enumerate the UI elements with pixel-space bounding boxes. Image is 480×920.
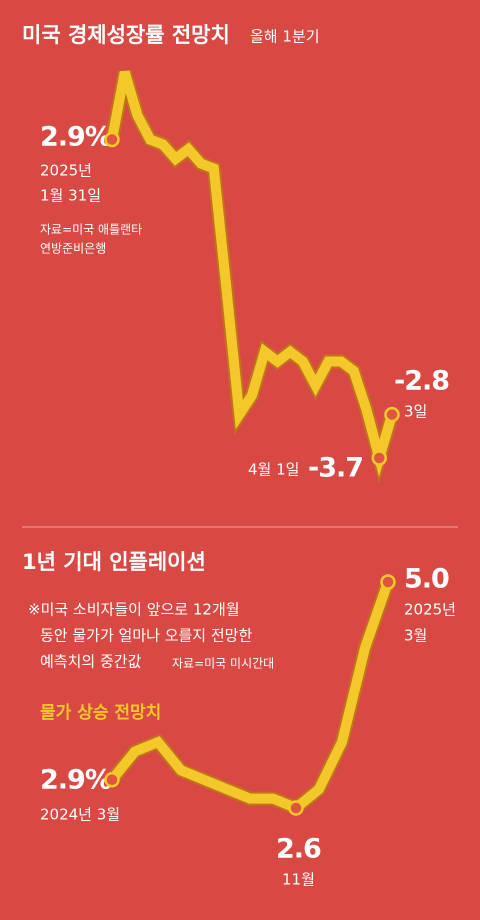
legend-entry: 물가 상승 전망치 <box>40 703 161 723</box>
source: 자료=미국 미시간대 <box>172 657 274 671</box>
point <box>384 406 400 423</box>
chart-title: 미국 경제성장률 전망치 <box>22 23 230 47</box>
x-label: 1월 31일 <box>40 187 101 205</box>
note: 예측치의 중간값 <box>40 653 142 671</box>
year-label: 2025년 <box>404 601 456 619</box>
point <box>288 800 304 816</box>
year-label: 2025년 <box>40 162 92 180</box>
x-label: 11월 <box>282 871 315 889</box>
value-label: 2.9% <box>40 122 112 153</box>
gdp-chart: 미국 경제성장률 전망치 올해 1분기 2.9% 2025년 1월 31일 자료… <box>22 23 450 485</box>
source: 자료=미국 애틀랜타 <box>40 223 142 237</box>
point <box>104 772 120 788</box>
value-label: -3.7 <box>308 453 363 484</box>
x-label: 2024년 3월 <box>40 806 120 824</box>
chart-title: 1년 기대 인플레이션 <box>22 550 206 574</box>
value-label: -2.8 <box>394 366 449 397</box>
note: ※미국 소비자들이 앞으로 12개월 <box>28 601 240 619</box>
point <box>371 450 388 466</box>
chart-subtitle: 올해 1분기 <box>250 28 320 46</box>
source: 연방준비은행 <box>40 241 106 256</box>
point <box>380 574 396 590</box>
point <box>104 131 120 148</box>
x-label: 3월 <box>404 627 427 645</box>
value-label: 5.0 <box>404 564 449 595</box>
value-label: 2.9% <box>40 765 112 796</box>
x-label: 3일 <box>404 403 427 421</box>
value-label: 2.6 <box>276 834 321 865</box>
inflation-chart: 1년 기대 인플레이션 ※미국 소비자들이 앞으로 12개월 동안 물가가 얼마… <box>22 550 456 889</box>
x-label: 4월 1일 <box>248 461 299 479</box>
line <box>107 577 393 814</box>
note: 동안 물가가 얼마나 오를지 전망한 <box>40 627 252 645</box>
line <box>107 70 397 477</box>
